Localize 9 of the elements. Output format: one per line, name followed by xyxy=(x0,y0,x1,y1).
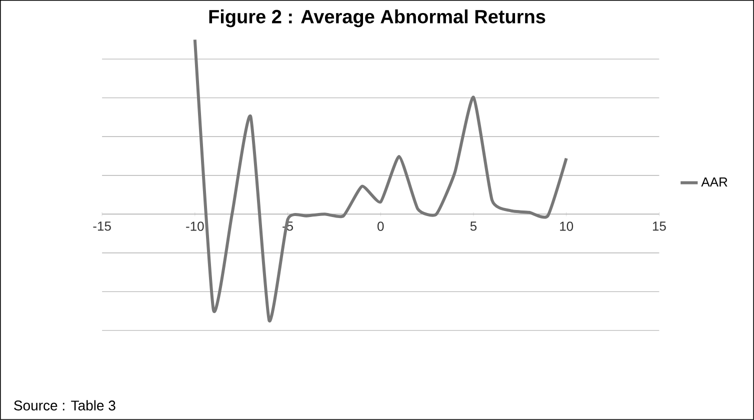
source-note: Source : Table 3 xyxy=(14,400,116,411)
chart-title: Figure 2 : Average Abnormal Returns xyxy=(209,9,546,28)
x-tick-label: 0 xyxy=(378,222,384,231)
x-tick-label: -10 xyxy=(186,222,204,231)
x-tick-label: -15 xyxy=(93,222,111,231)
legend-label: AAR xyxy=(701,178,728,186)
x-tick-label: 5 xyxy=(470,222,477,231)
x-tick-label: 10 xyxy=(560,222,574,231)
x-tick-label: 15 xyxy=(652,222,666,231)
